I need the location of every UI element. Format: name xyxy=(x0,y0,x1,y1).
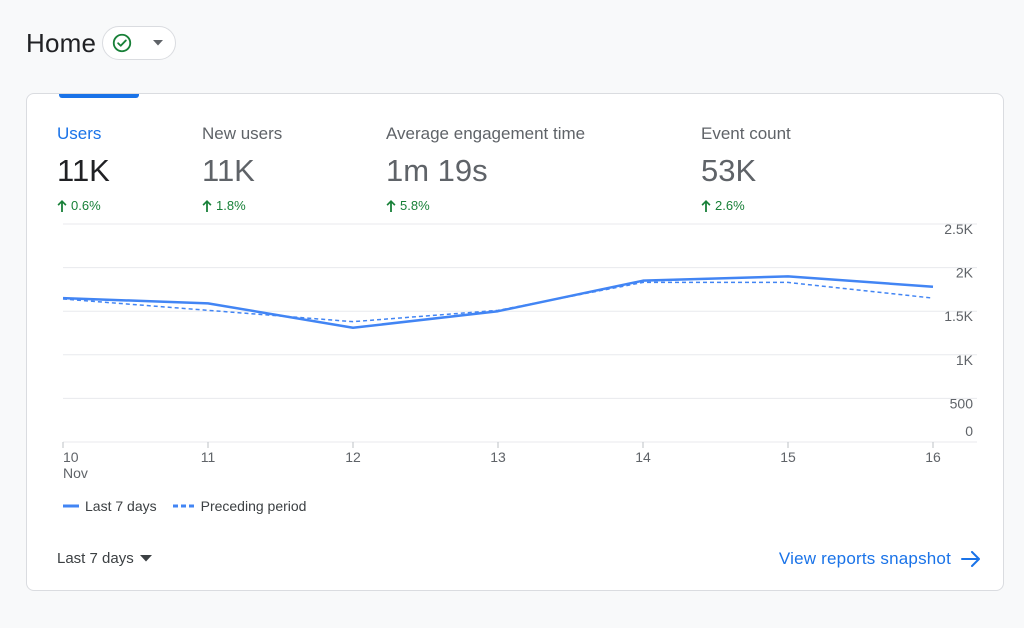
arrow-up-icon xyxy=(386,199,396,212)
y-tick-label: 2.5K xyxy=(944,221,973,237)
check-circle-icon xyxy=(112,33,132,53)
metric-average-engagement-time[interactable]: Average engagement time 1m 19s 5.8% xyxy=(386,124,585,213)
metric-change: 0.6% xyxy=(57,198,110,213)
x-tick-label: 14 xyxy=(635,449,651,465)
legend-item-preceding-period: Preceding period xyxy=(172,498,307,514)
legend-label: Preceding period xyxy=(200,498,307,514)
metric-value: 53K xyxy=(701,153,757,188)
x-tick-label: 10 xyxy=(63,449,79,465)
metric-label: Users xyxy=(57,124,102,143)
legend-solid-line-swatch xyxy=(63,504,79,508)
arrow-up-icon xyxy=(202,199,212,212)
y-tick-label: 0 xyxy=(965,423,973,439)
x-month-label: Nov xyxy=(63,465,88,481)
arrow-up-icon xyxy=(57,199,67,212)
caret-down-icon xyxy=(153,40,164,46)
metric-change-value: 0.6% xyxy=(71,198,101,213)
x-tick-label: 12 xyxy=(345,449,361,465)
metric-change-value: 5.8% xyxy=(400,198,430,213)
metric-change-value: 1.8% xyxy=(216,198,246,213)
legend-label: Last 7 days xyxy=(85,498,157,514)
x-tick-label: 15 xyxy=(780,449,796,465)
chart-legend: Last 7 days Preceding period xyxy=(63,498,322,514)
metric-value: 1m 19s xyxy=(386,153,488,188)
x-tick-label: 16 xyxy=(925,449,941,465)
status-dropdown[interactable] xyxy=(102,26,177,60)
y-tick-label: 1.5K xyxy=(944,308,973,324)
metric-new-users[interactable]: New users 11K 1.8% xyxy=(202,124,282,213)
overview-card: Users 11K 0.6% New users 11K 1.8% Averag… xyxy=(26,93,1004,591)
metric-label: Event count xyxy=(701,124,791,143)
metric-event-count[interactable]: Event count 53K 2.6% xyxy=(701,124,791,213)
view-reports-snapshot-link[interactable]: View reports snapshot xyxy=(779,549,981,569)
metric-value: 11K xyxy=(202,153,255,188)
date-range-dropdown[interactable]: Last 7 days xyxy=(57,550,152,567)
date-range-label: Last 7 days xyxy=(57,550,134,567)
metric-label: New users xyxy=(202,124,283,143)
page-title: Home xyxy=(26,27,97,58)
arrow-up-icon xyxy=(701,199,711,212)
metric-label: Average engagement time xyxy=(386,124,586,143)
active-tab-indicator xyxy=(59,94,139,98)
arrow-right-icon xyxy=(961,551,980,567)
metric-change: 5.8% xyxy=(386,198,585,213)
y-tick-label: 2K xyxy=(956,265,974,281)
page-header: Home xyxy=(26,26,177,60)
metric-change-value: 2.6% xyxy=(715,198,745,213)
x-tick-label: 13 xyxy=(490,449,506,465)
y-tick-label: 500 xyxy=(950,395,974,411)
metric-change: 2.6% xyxy=(701,198,791,213)
x-tick-label: 11 xyxy=(201,449,216,465)
users-line-chart: 2.5K 2K 1.5K 1K 500 0 10 11 12 13 14 15 16 Nov xyxy=(62,221,977,481)
y-tick-label: 1K xyxy=(956,352,974,368)
legend-item-last-7-days: Last 7 days xyxy=(63,498,157,514)
caret-down-icon xyxy=(139,555,152,562)
metric-users[interactable]: Users 11K 0.6% xyxy=(57,124,110,213)
legend-dashed-line-swatch xyxy=(172,504,194,508)
metric-value: 11K xyxy=(57,153,110,188)
metric-change: 1.8% xyxy=(202,198,282,213)
view-reports-snapshot-label: View reports snapshot xyxy=(778,549,951,568)
series-line-last-7-days xyxy=(62,275,934,330)
